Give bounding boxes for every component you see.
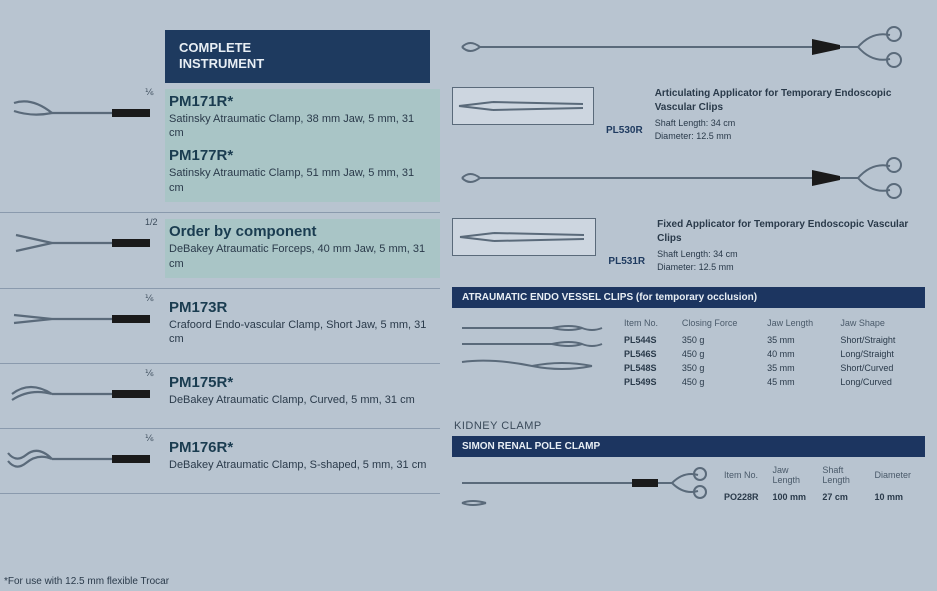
applicator-detail-icon <box>452 87 594 125</box>
instrument-code: PM176R* <box>169 439 430 456</box>
table-cell: 35 mm <box>767 334 838 346</box>
instrument-code: PM173R <box>169 299 430 316</box>
table-row: PL544S350 g35 mmShort/Straight <box>624 334 923 346</box>
applicator-illustration <box>452 25 925 83</box>
instrument-code: PM177R* <box>169 147 430 164</box>
kidney-section-header: SIMON RENAL POLE CLAMP <box>452 436 925 457</box>
applicator-code: PL530R <box>606 125 643 136</box>
table-cell: 40 mm <box>767 348 838 360</box>
table-header: Item No. <box>624 316 680 332</box>
table-row: PL546S450 g40 mmLong/Straight <box>624 348 923 360</box>
table-header: Diameter <box>874 463 923 489</box>
table-cell: 450 g <box>682 376 765 388</box>
table-header: Shaft Length <box>822 463 872 489</box>
instrument-icon <box>0 89 165 137</box>
clips-table: Item No.Closing ForceJaw LengthJaw Shape… <box>622 314 925 390</box>
instrument-text: Order by component DeBakey Atraumatic For… <box>165 219 440 278</box>
complete-instrument-header: COMPLETE INSTRUMENT <box>165 30 430 83</box>
table-header: Closing Force <box>682 316 765 332</box>
row-scale: ⅙ <box>145 87 154 98</box>
table-cell: PL549S <box>624 376 680 388</box>
instrument-row: ⅙ PM175R* DeBakey Atraumatic Clamp, Curved… <box>0 364 440 429</box>
instrument-desc: Satinsky Atraumatic Clamp, 51 mm Jaw, 5 … <box>169 166 430 196</box>
kidney-clamp-label: KIDNEY CLAMP <box>454 420 925 432</box>
applicator-illustration <box>452 156 925 214</box>
instrument-row: ⅙ PM173R Crafoord Endo-vascular Clamp, Sho… <box>0 289 440 365</box>
footnote: *For use with 12.5 mm flexible Trocar <box>4 576 169 587</box>
table-cell: Short/Straight <box>840 334 923 346</box>
instrument-desc: DeBakey Atraumatic Clamp, Curved, 5 mm, … <box>169 393 430 408</box>
table-cell: Long/Curved <box>840 376 923 388</box>
kidney-table: Item No.Jaw LengthShaft LengthDiameter P… <box>722 461 925 505</box>
instrument-code: Order by component <box>169 223 430 240</box>
instrument-desc: Crafoord Endo-vascular Clamp, Short Jaw,… <box>169 318 430 348</box>
instrument-desc: DeBakey Atraumatic Clamp, S-shaped, 5 mm… <box>169 458 430 473</box>
instrument-text: PM173R Crafoord Endo-vascular Clamp, Shor… <box>165 295 440 354</box>
instrument-row: ⅙ PM176R* DeBakey Atraumatic Clamp, S-shap… <box>0 429 440 494</box>
table-header: Jaw Shape <box>840 316 923 332</box>
row-scale: ⅙ <box>145 368 154 379</box>
instrument-code: PM171R* <box>169 93 430 110</box>
table-cell: 350 g <box>682 362 765 374</box>
instrument-icon <box>0 219 165 267</box>
table-cell: 35 mm <box>767 362 838 374</box>
table-cell: 350 g <box>682 334 765 346</box>
table-row: PL549S450 g45 mmLong/Curved <box>624 376 923 388</box>
header-line2: INSTRUMENT <box>179 56 264 71</box>
row-scale: 1/2 <box>145 217 158 227</box>
table-cell: 27 cm <box>822 491 872 503</box>
applicator-detail-icon <box>452 218 596 256</box>
table-cell: Short/Curved <box>840 362 923 374</box>
table-header: Jaw Length <box>767 316 838 332</box>
left-column: COMPLETE INSTRUMENT ⅙ PM171R* Satinsky Atr… <box>0 0 440 591</box>
instrument-icon <box>0 435 165 483</box>
instrument-code: PM175R* <box>169 374 430 391</box>
instrument-desc: DeBakey Atraumatic Forceps, 40 mm Jaw, 5… <box>169 242 430 272</box>
applicator-spec: Articulating Applicator for Temporary En… <box>655 87 925 142</box>
table-cell: PO228R <box>724 491 771 503</box>
table-cell: 45 mm <box>767 376 838 388</box>
instrument-icon <box>0 370 165 418</box>
instrument-row: 1/2 Order by component DeBakey Atraumatic … <box>0 213 440 289</box>
table-cell: PL544S <box>624 334 680 346</box>
table-cell: 10 mm <box>874 491 923 503</box>
instrument-text: PM171R* Satinsky Atraumatic Clamp, 38 mm … <box>165 89 440 202</box>
instrument-icon <box>0 295 165 343</box>
clips-section-header: ATRAUMATIC ENDO VESSEL CLIPS (for tempor… <box>452 287 925 308</box>
table-cell: PL548S <box>624 362 680 374</box>
instrument-row: ⅙ PM171R* Satinsky Atraumatic Clamp, 38 mm… <box>0 83 440 213</box>
kidney-clamp-illustration <box>452 463 712 523</box>
table-row: PL548S350 g35 mmShort/Curved <box>624 362 923 374</box>
header-line1: COMPLETE <box>179 40 251 55</box>
instrument-text: PM175R* DeBakey Atraumatic Clamp, Curved,… <box>165 370 440 418</box>
table-header: Jaw Length <box>773 463 821 489</box>
row-scale: ⅙ <box>145 433 154 444</box>
table-cell: PL546S <box>624 348 680 360</box>
applicator-code: PL531R <box>608 256 645 267</box>
applicator-block: PL530R Articulating Applicator for Tempor… <box>452 25 925 142</box>
applicator-spec: Fixed Applicator for Temporary Endoscopi… <box>657 218 925 273</box>
table-cell: Long/Straight <box>840 348 923 360</box>
right-column: PL530R Articulating Applicator for Tempor… <box>440 0 937 591</box>
table-cell: 450 g <box>682 348 765 360</box>
instrument-desc: Satinsky Atraumatic Clamp, 38 mm Jaw, 5 … <box>169 112 430 142</box>
row-scale: ⅙ <box>145 293 154 304</box>
table-header: Item No. <box>724 463 771 489</box>
clips-row: Item No.Closing ForceJaw LengthJaw Shape… <box>452 308 925 402</box>
clips-illustration <box>452 314 612 384</box>
table-cell: 100 mm <box>773 491 821 503</box>
applicator-block: PL531R Fixed Applicator for Temporary End… <box>452 156 925 273</box>
instrument-text: PM176R* DeBakey Atraumatic Clamp, S-shape… <box>165 435 440 483</box>
